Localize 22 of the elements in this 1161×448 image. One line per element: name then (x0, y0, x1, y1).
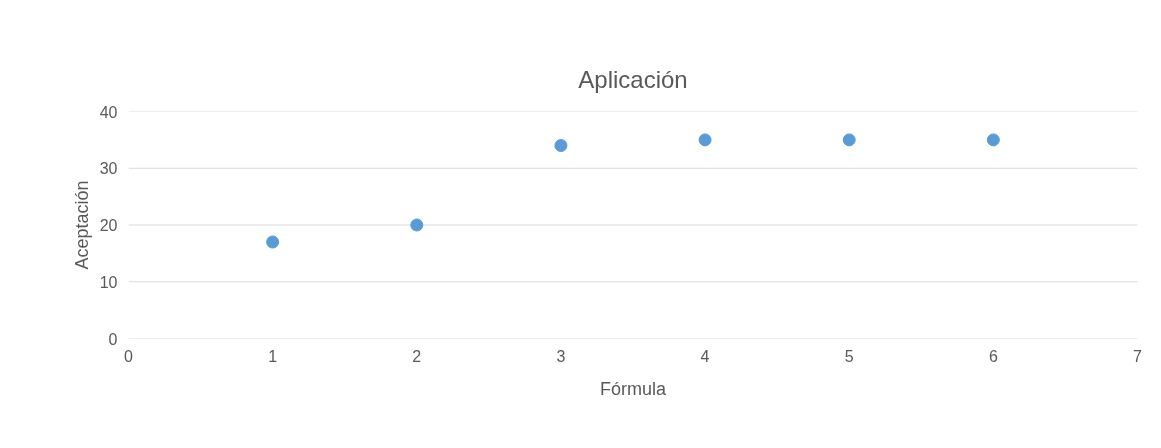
y-axis-title: Aceptación (71, 180, 92, 270)
y-tick-label: 40 (99, 103, 118, 121)
point (698, 133, 712, 147)
x-axis-title: Fórmula (599, 378, 667, 399)
x-tick-label: 4 (700, 347, 710, 365)
y-tick-label: 0 (108, 330, 118, 348)
x-tick-label: 2 (412, 347, 422, 365)
point (554, 139, 568, 153)
x-tick-label: 5 (844, 347, 854, 365)
y-tick-label: 20 (99, 217, 118, 234)
point (410, 218, 424, 232)
x-tick-label: 7 (1133, 347, 1143, 365)
point (266, 235, 280, 249)
y-tick-label: 10 (99, 273, 118, 291)
y-tick-label: 30 (99, 160, 118, 178)
x-tick-label: 6 (988, 347, 998, 365)
point (986, 133, 1000, 147)
x-tick-label: 0 (124, 347, 134, 365)
point (842, 133, 856, 147)
chart-title: Aplicación (578, 65, 688, 93)
x-tick-label: 3 (556, 347, 566, 365)
x-tick-label: 1 (268, 347, 278, 365)
